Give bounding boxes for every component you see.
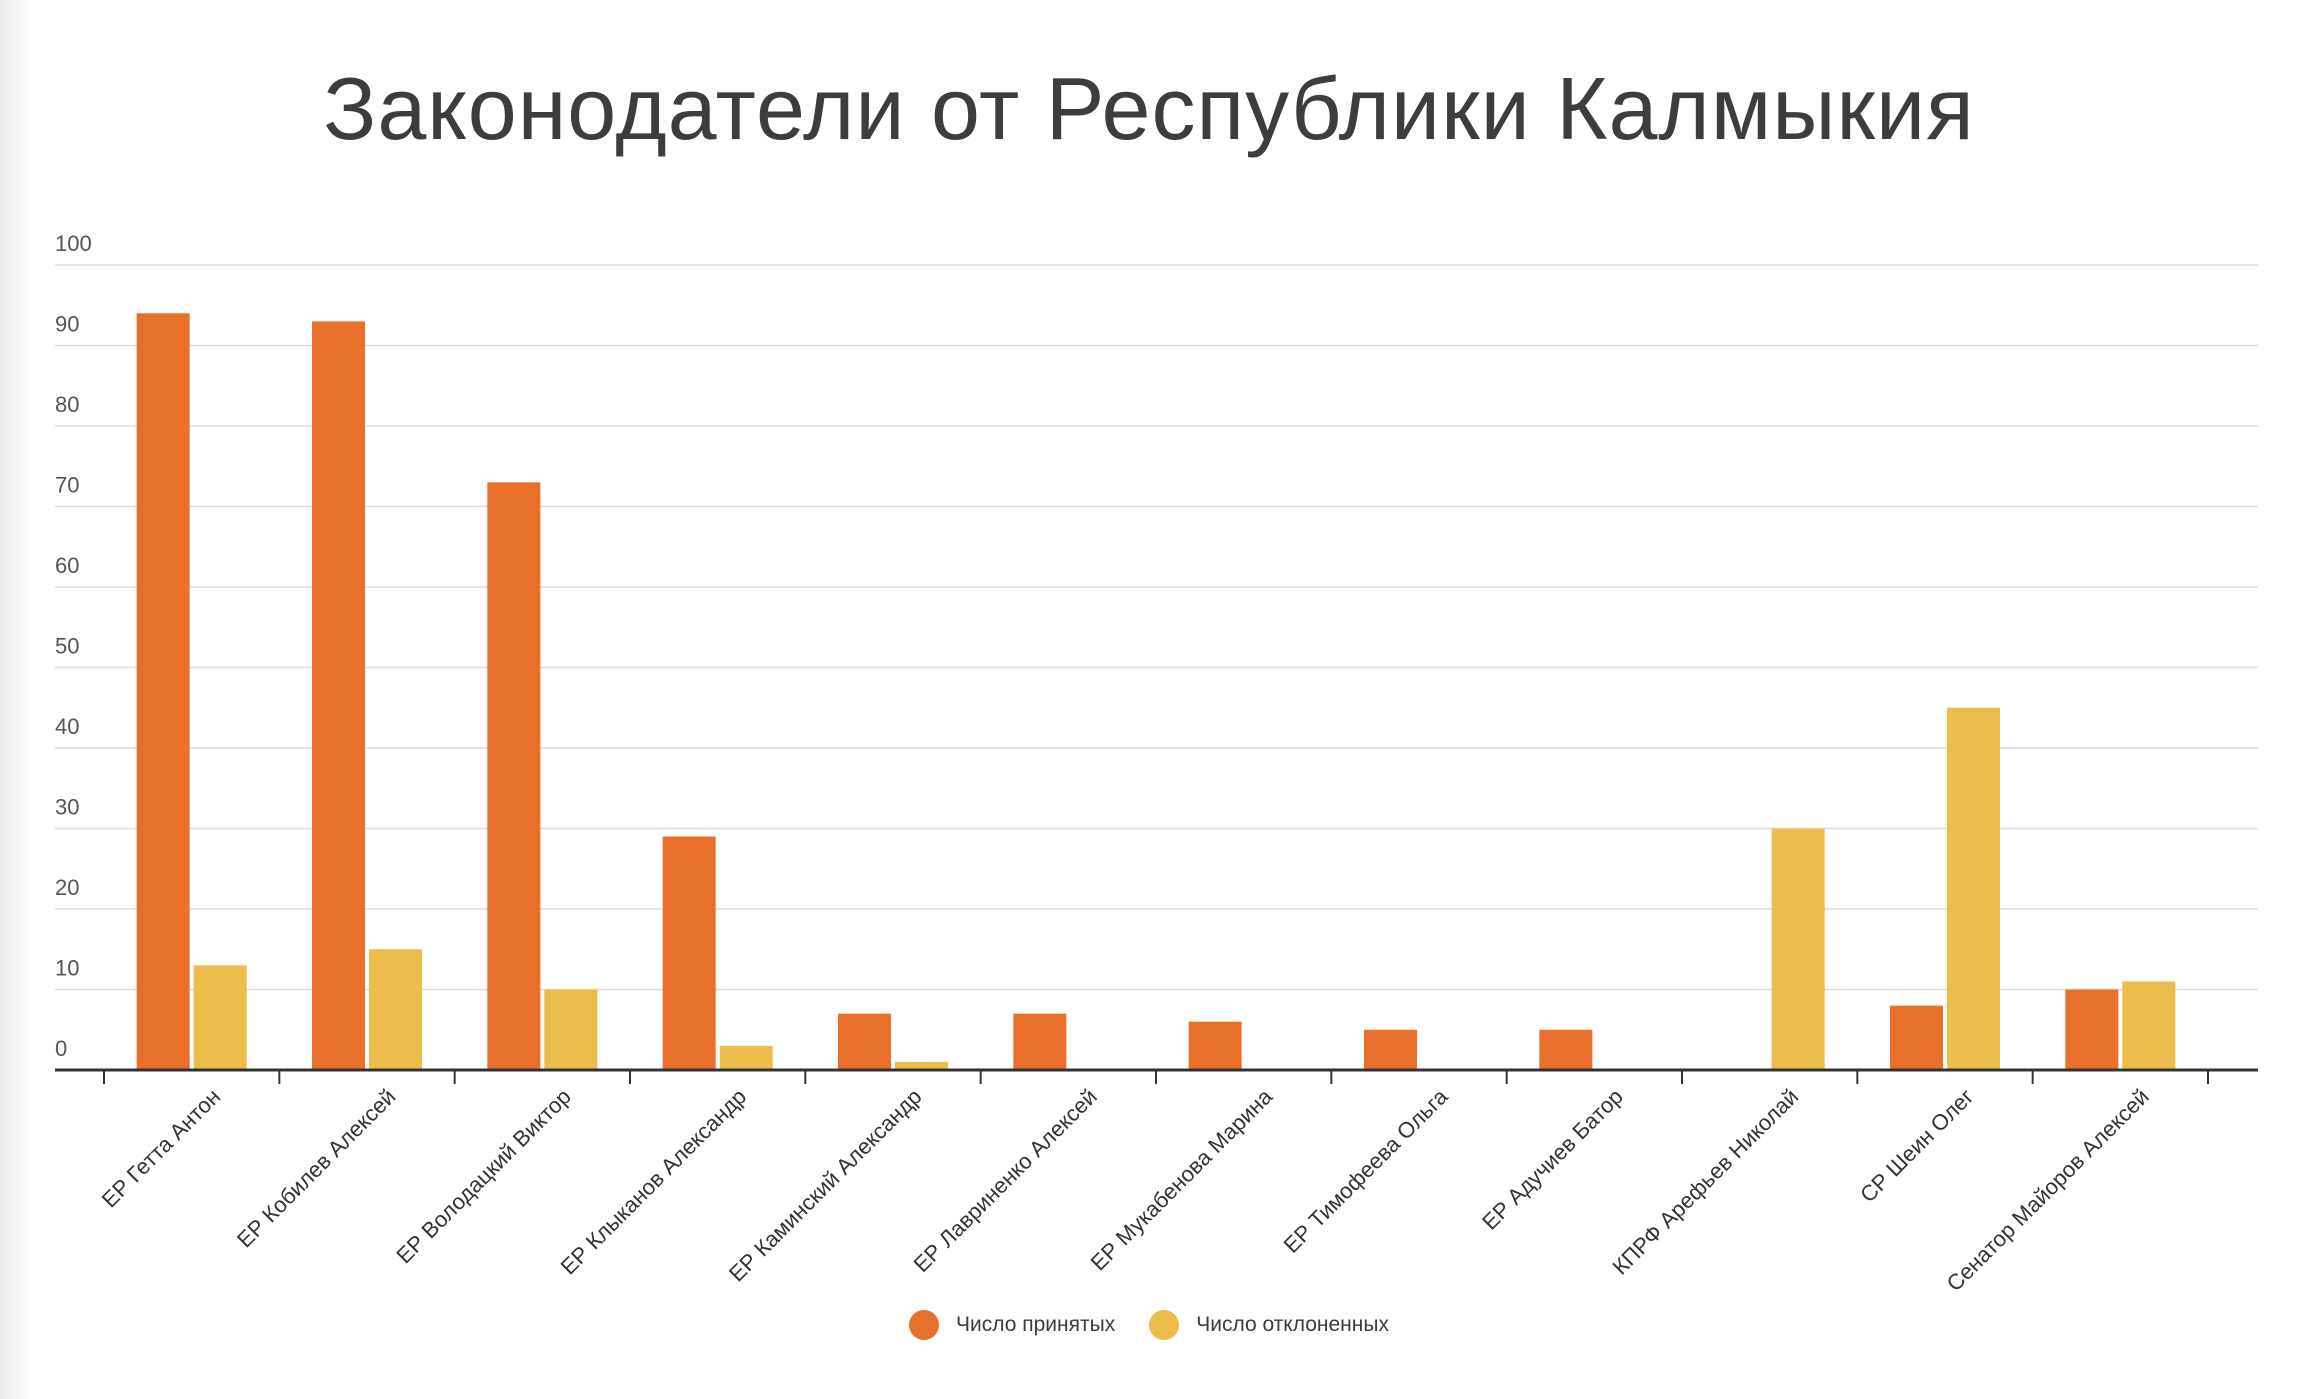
- y-tick-label: 20: [55, 875, 79, 900]
- bar-rejected: [895, 1061, 948, 1070]
- y-tick-label: 90: [55, 312, 79, 337]
- legend-swatch-accepted: [909, 1310, 940, 1340]
- legend-swatch-rejected: [1149, 1310, 1180, 1340]
- y-tick-label: 40: [55, 714, 79, 739]
- y-tick-label: 100: [55, 231, 92, 256]
- x-category-label: ЕР Адучиев Батор: [1477, 1084, 1628, 1235]
- chart-legend: Число принятых Число отклоненных: [0, 1310, 2298, 1340]
- bar-rejected: [369, 949, 422, 1070]
- legend-label-rejected: Число отклоненных: [1196, 1313, 1389, 1336]
- x-category-label: Сенатор Майоров Алексей: [1942, 1084, 2154, 1296]
- bar-rejected: [2122, 981, 2176, 1070]
- bar-accepted: [1013, 1013, 1067, 1070]
- y-tick-label: 10: [55, 956, 79, 981]
- bar-accepted: [2065, 989, 2119, 1070]
- legend-item-accepted[interactable]: Число принятых: [909, 1310, 1115, 1340]
- chart-title: Законодатели от Республики Калмыкия: [323, 59, 1975, 158]
- y-tick-label: 70: [55, 473, 79, 498]
- x-category-label: ЕР Тимофеева Ольга: [1279, 1083, 1453, 1257]
- x-category-label: ЕР Кобилев Алексей: [232, 1084, 401, 1253]
- y-tick-label: 60: [55, 553, 79, 578]
- bar-rejected: [1771, 828, 1825, 1070]
- left-edge-shadow: [0, 0, 34, 1399]
- bar-rejected: [719, 1045, 773, 1070]
- bar-rejected: [1947, 707, 2000, 1070]
- x-category-label: ЕР Лавриненко Алексей: [909, 1084, 1102, 1277]
- y-tick-label: 80: [55, 392, 79, 417]
- bar-accepted: [838, 1013, 891, 1070]
- bar-accepted: [136, 313, 190, 1070]
- y-tick-label: 50: [55, 634, 79, 659]
- x-category-label: ЕР Каминский Александр: [724, 1084, 927, 1287]
- x-category-label: ЕР Клыканов Александр: [556, 1084, 752, 1280]
- bar-accepted: [1188, 1021, 1242, 1070]
- x-category-label: ЕР Володацкий Виктор: [391, 1084, 575, 1268]
- bar-accepted: [1890, 1005, 1943, 1070]
- bar-rejected: [544, 989, 598, 1070]
- bar-accepted: [1539, 1029, 1593, 1070]
- x-category-label: СР Шеин Олег: [1855, 1084, 1978, 1207]
- bar-accepted: [312, 321, 365, 1071]
- y-tick-label: 0: [55, 1036, 67, 1061]
- bar-accepted: [662, 836, 716, 1070]
- legend-label-accepted: Число принятых: [956, 1313, 1116, 1336]
- bar-accepted: [1364, 1029, 1417, 1070]
- x-category-label: ЕР Мукабенова Марина: [1086, 1083, 1278, 1275]
- y-tick-label: 30: [55, 795, 79, 820]
- x-category-label: КПРФ Арефьев Николай: [1607, 1084, 1803, 1280]
- bar-rejected: [193, 965, 247, 1070]
- x-category-label: ЕР Гетта Антон: [97, 1084, 225, 1212]
- legend-item-rejected[interactable]: Число отклоненных: [1149, 1310, 1389, 1340]
- bar-accepted: [487, 482, 541, 1071]
